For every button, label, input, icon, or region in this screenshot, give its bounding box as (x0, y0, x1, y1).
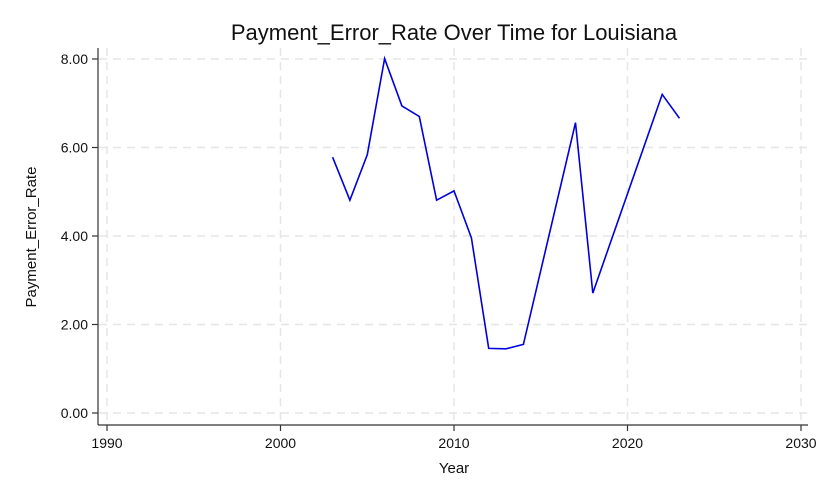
x-tick-label: 2030 (785, 435, 816, 451)
y-tick-label: 0.00 (61, 405, 88, 421)
y-tick-label: 4.00 (61, 228, 88, 244)
series-layer (331, 55, 681, 350)
tick-labels: 0.00 2.00 4.00 6.00 8.00 1990 2000 2010 2020 2030 (61, 51, 817, 451)
x-tick-label: 2000 (265, 435, 296, 451)
x-axis-title: Year (439, 460, 469, 477)
x-tick-label: 2020 (612, 435, 643, 451)
series-line (331, 55, 681, 350)
grid-lines (99, 48, 808, 424)
x-tick-label: 1990 (91, 435, 122, 451)
axes (92, 48, 808, 431)
y-axis-title: Payment_Error_Rate (23, 167, 40, 308)
y-tick-label: 2.00 (61, 317, 88, 333)
x-tick-label: 2010 (438, 435, 469, 451)
y-tick-label: 6.00 (61, 140, 88, 156)
chart-title: Payment_Error_Rate Over Time for Louisia… (231, 20, 678, 45)
y-tick-label: 8.00 (61, 51, 88, 67)
